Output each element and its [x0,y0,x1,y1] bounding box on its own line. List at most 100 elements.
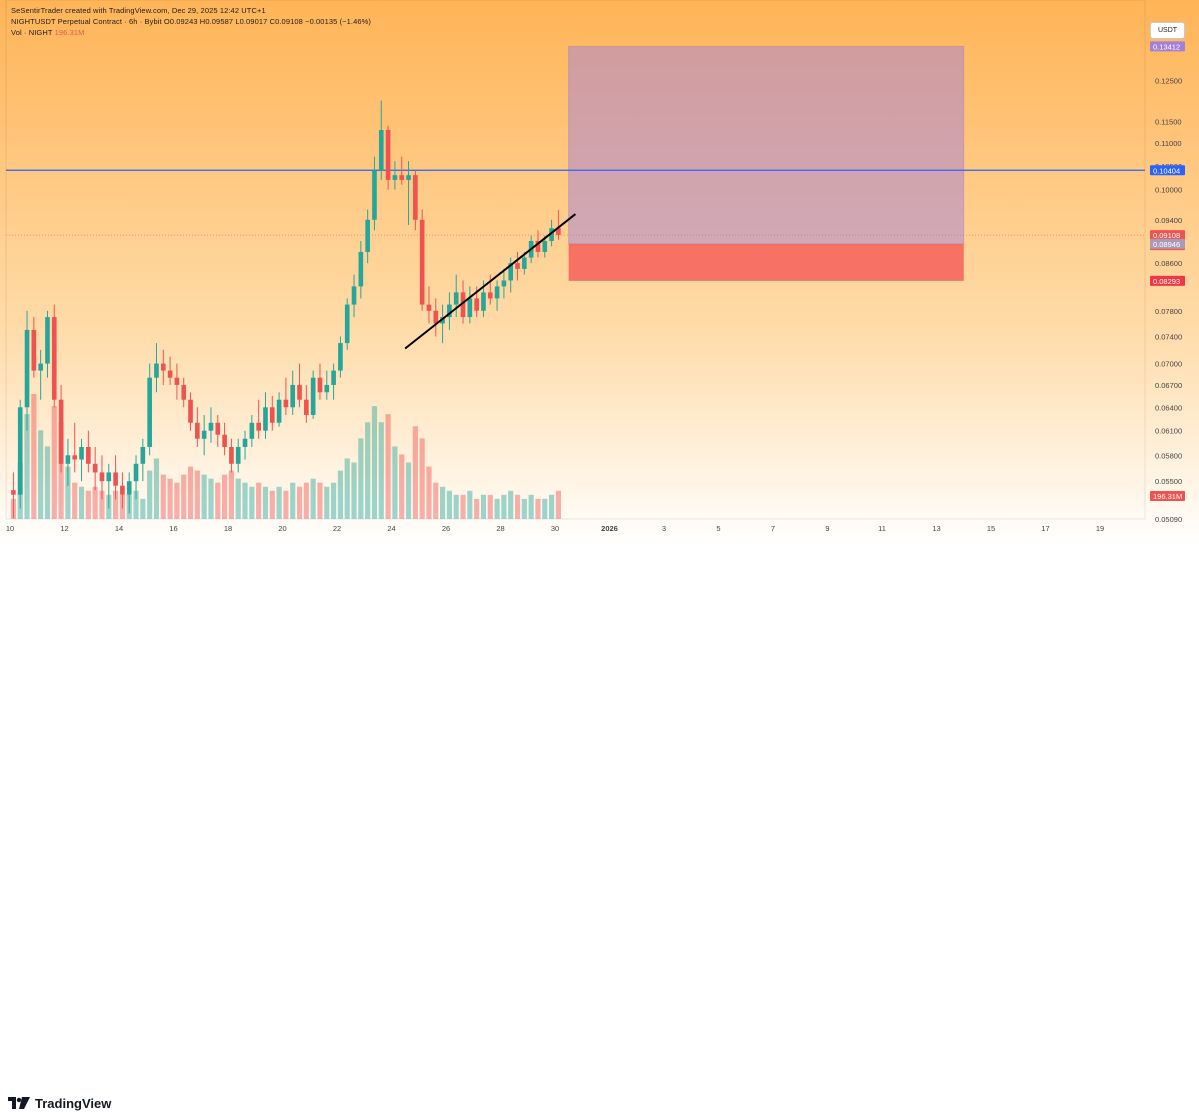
candle [24,310,30,431]
candle-body [406,175,411,180]
candle-body [372,170,377,220]
candle-body [392,175,398,180]
time-tick-label: 13 [932,524,940,533]
candle [522,251,527,275]
target-price-badge-bg [1150,41,1185,52]
candle [344,298,350,350]
volume-bar [85,490,91,519]
volume-bar [269,490,275,519]
candle-body [269,407,275,423]
volume-bar [371,406,378,519]
candle-body [249,422,255,439]
chart-area[interactable]: 0.125000.115000.110000.105000.100000.094… [0,0,1199,545]
candle-body [304,399,309,415]
candle [65,438,71,486]
candle-body [508,263,514,281]
time-tick-label: 26 [442,524,450,533]
time-tick-label: 19 [1096,524,1104,533]
candle [392,161,398,190]
volume-bar [385,414,391,519]
time-tick-label: 5 [716,524,720,533]
candle [188,392,193,431]
volume-bar [392,446,398,519]
candle [51,304,57,408]
volume-bar [153,458,160,519]
chart-header-symbol: NIGHTUSDT Perpetual Contract · 6h · Bybi… [11,17,371,26]
candle [372,156,377,231]
volume-bar [412,426,418,519]
candle-body [351,286,357,305]
volume-bar [399,454,405,519]
time-tick-label: 30 [551,524,559,533]
candle [222,422,227,456]
candle-body [188,399,193,423]
candle [385,125,391,190]
volume-bar [433,482,439,519]
entry-price-badge-bg [1150,238,1185,249]
tradingview-logo-icon [8,1097,30,1109]
candle [290,370,296,415]
candle-body [338,343,343,371]
candle [215,414,221,447]
volume-bar [31,394,37,519]
candle-body [24,329,30,408]
candle [92,446,98,491]
candle [126,472,132,514]
candle-body [317,377,323,393]
volume-bar [187,466,194,519]
candle-body [86,446,91,464]
volume-bar [494,498,500,519]
price-tick-label: 0.10000 [1155,186,1182,195]
candle-body [235,446,241,464]
candle-body [242,438,248,447]
candle [140,438,146,482]
candle [17,399,23,509]
price-tick-label: 0.06100 [1155,427,1182,436]
candle-body [181,384,187,400]
candle-body [399,175,405,180]
candle [120,472,125,509]
volume-bar [38,430,44,519]
candle [324,370,330,400]
volume-bar [194,470,200,519]
price-tick-label: 0.12500 [1155,77,1182,86]
volume-bar [44,446,51,519]
candle-body [365,219,370,252]
stop-zone [568,243,964,281]
volume-bar [24,414,30,519]
volume-bar [453,494,459,519]
candle [147,363,152,456]
volume-label[interactable]: Vol · NIGHT [11,28,53,37]
volume-bar [514,494,521,519]
symbol-info[interactable]: NIGHTUSDT Perpetual Contract · 6h · Bybi… [11,17,162,26]
price-tick-label: 0.05500 [1155,477,1182,486]
ohlc-values: O0.09243 H0.09587 L0.09017 C0.09108 −0.0… [163,17,372,26]
candle [426,286,432,324]
time-tick-label: 18 [224,524,232,533]
volume-bar [249,486,255,519]
volume-bar [365,422,371,519]
volume-bar [242,482,248,519]
candle-body [276,399,282,423]
target-price-badge: 0.13412 [1153,42,1180,51]
time-tick-label: 12 [60,524,68,533]
tradingview-logo[interactable]: TradingView [8,1094,111,1112]
candle [351,274,357,318]
candle-body [447,304,452,318]
candle-body [256,422,261,431]
volume-bar [290,482,296,519]
chart-svg[interactable]: 0.125000.115000.110000.105000.100000.094… [0,0,1199,545]
currency-button[interactable]: USDT [1150,22,1185,39]
candle-body [58,399,64,464]
volume-bar [310,478,316,519]
volume-bar [521,498,527,519]
volume-bar [296,486,303,519]
candle-body [126,481,132,495]
candle-body [120,485,125,495]
volume-bar [283,490,289,519]
candle-body [38,363,43,371]
volume-bar [140,498,146,519]
candle [515,251,520,281]
volume-bar [147,470,153,519]
candle-body [310,377,316,415]
